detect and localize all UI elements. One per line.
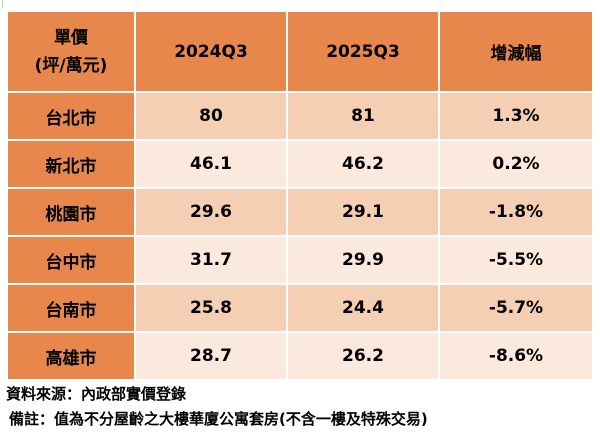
header-unit-line2: (坪/萬元) [34,55,108,76]
table-row: 台南市 25.8 24.4 -5.7% [6,283,594,333]
change-cell: 1.3% [438,91,594,141]
edge-mark [2,0,3,8]
value-2025-cell: 81 [286,91,440,141]
city-cell: 高雄市 [6,331,136,381]
header-2025q3: 2025Q3 [286,10,440,93]
table-row: 台中市 31.7 29.9 -5.5% [6,235,594,285]
price-table: 單價 (坪/萬元) 2024Q3 2025Q3 增減幅 台北市 80 81 1.… [6,10,594,381]
value-2025-cell: 29.9 [286,235,440,285]
remark-note: 備註：值為不分屋齡之大樓華廈公寓套房(不含一樓及特殊交易) [9,410,428,428]
city-cell: 新北市 [6,139,136,189]
value-2024-cell: 46.1 [134,139,288,189]
value-2024-cell: 28.7 [134,331,288,381]
change-cell: -5.5% [438,235,594,285]
value-2024-cell: 80 [134,91,288,141]
value-2024-cell: 31.7 [134,235,288,285]
table-row: 台北市 80 81 1.3% [6,91,594,141]
table-row: 桃園市 29.6 29.1 -1.8% [6,187,594,237]
header-unit: 單價 (坪/萬元) [6,10,136,93]
notes: 資料來源：內政部實價登錄 備註：值為不分屋齡之大樓華廈公寓套房(不含一樓及特殊交… [6,382,592,432]
table-header-row: 單價 (坪/萬元) 2024Q3 2025Q3 增減幅 [6,10,594,93]
table-row: 高雄市 28.7 26.2 -8.6% [6,331,594,381]
value-2025-cell: 46.2 [286,139,440,189]
header-unit-line1: 單價 [54,27,88,48]
change-cell: -8.6% [438,331,594,381]
city-cell: 台北市 [6,91,136,141]
city-cell: 台南市 [6,283,136,333]
header-2024q3: 2024Q3 [134,10,288,93]
value-2024-cell: 29.6 [134,187,288,237]
header-change: 增減幅 [438,10,594,93]
city-cell: 台中市 [6,235,136,285]
source-note: 資料來源：內政部實價登錄 [6,385,187,403]
table-row: 新北市 46.1 46.2 0.2% [6,139,594,189]
change-cell: -1.8% [438,187,594,237]
value-2025-cell: 24.4 [286,283,440,333]
change-cell: 0.2% [438,139,594,189]
change-cell: -5.7% [438,283,594,333]
value-2024-cell: 25.8 [134,283,288,333]
value-2025-cell: 29.1 [286,187,440,237]
city-cell: 桃園市 [6,187,136,237]
value-2025-cell: 26.2 [286,331,440,381]
